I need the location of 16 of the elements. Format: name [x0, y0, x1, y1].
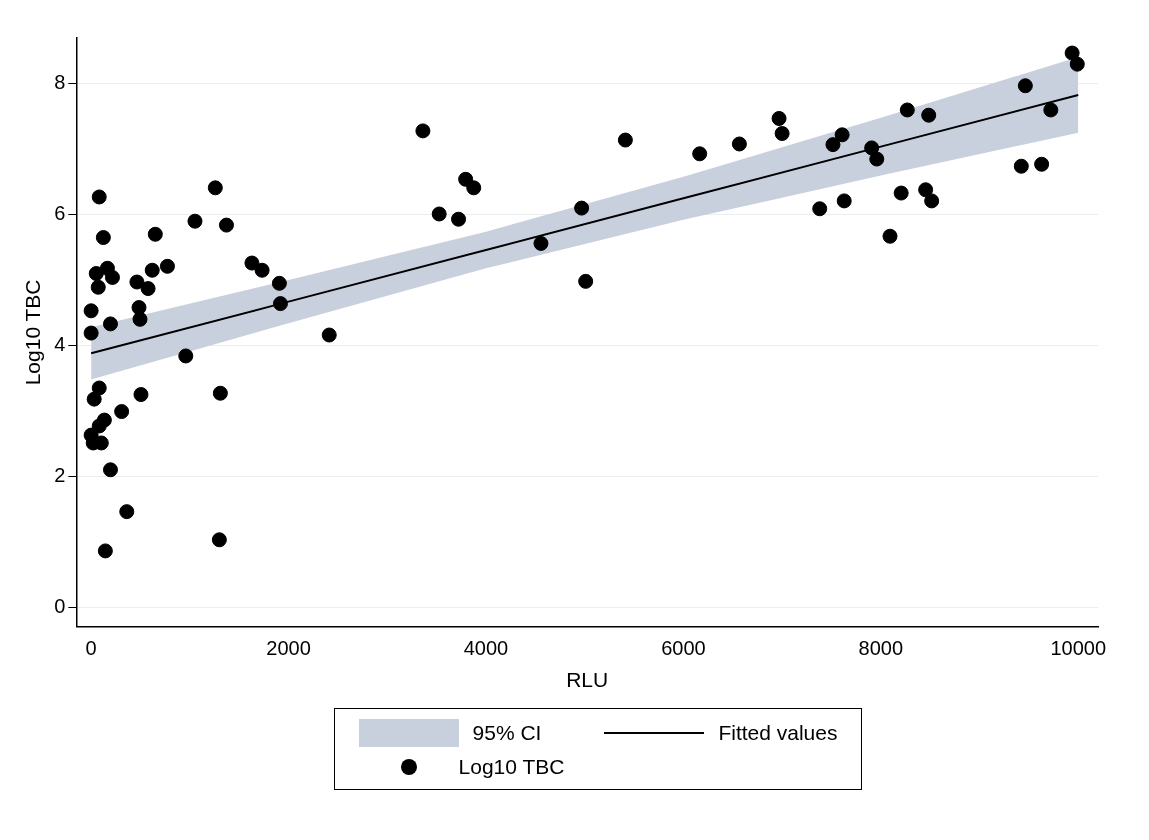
legend-label: Log10 TBC [458, 755, 565, 779]
y-tick-label: 4 [54, 333, 66, 355]
y-tick-label: 2 [54, 463, 66, 486]
y-tick-label: 8 [54, 71, 66, 94]
x-tick-label: 10000 [1050, 637, 1107, 660]
text: 95% CI [472, 721, 542, 745]
x-tick-label: 2000 [266, 637, 311, 660]
y-tick-label: 0 [54, 594, 66, 617]
x-tick-label: 6000 [661, 637, 706, 660]
x-tick-label: 4000 [463, 637, 509, 660]
x-tick-label: 8000 [858, 637, 904, 660]
x-tick-label: 0 [85, 637, 97, 660]
y-axis-title: Log10 TBC [21, 279, 45, 386]
x-axis-title: RLU [566, 668, 609, 692]
y-tick-label: 6 [54, 202, 66, 225]
legend-label: Fitted values [718, 721, 838, 745]
